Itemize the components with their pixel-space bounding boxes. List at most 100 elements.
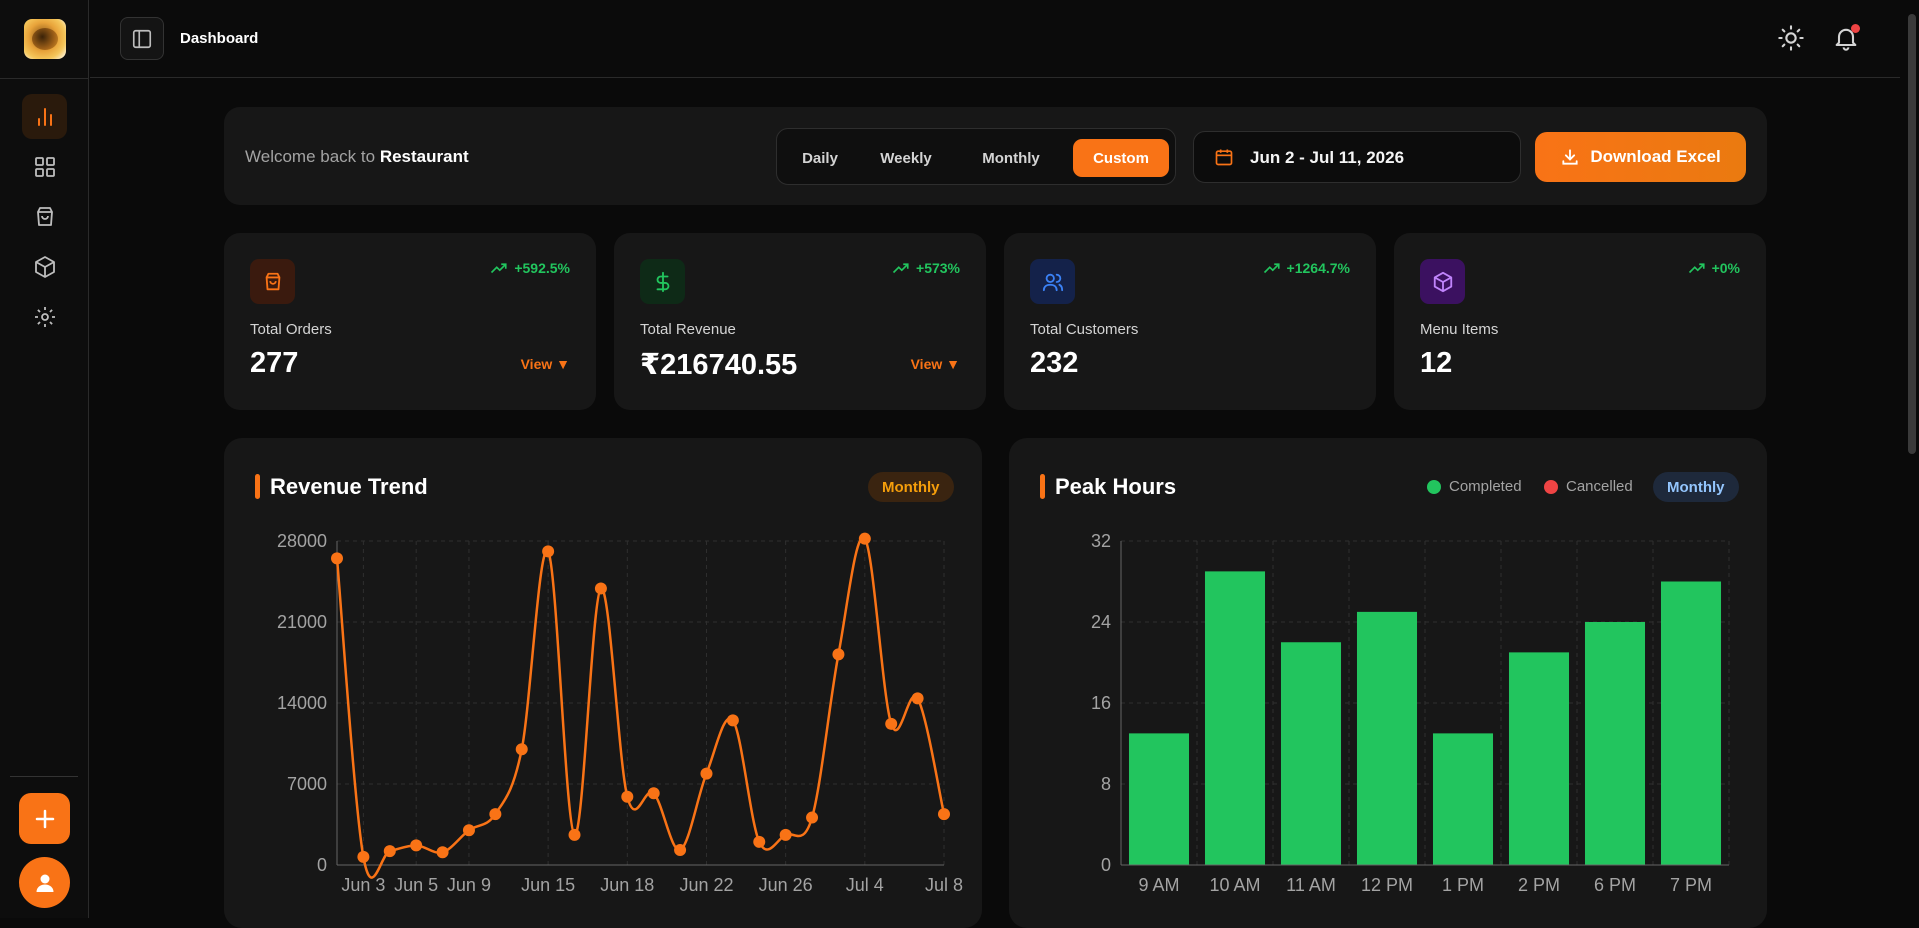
sidebar-item-dashboard[interactable] (22, 94, 67, 139)
revenue-trend-title: Revenue Trend (270, 474, 428, 499)
customers-icon-box (1030, 259, 1075, 304)
x-tick-label: 6 PM (1594, 875, 1636, 895)
dollar-icon (656, 271, 669, 292)
shopping-bag-icon (265, 272, 280, 290)
legend-cancelled: Cancelled (1544, 478, 1633, 495)
stat-card-menu-items: +0% Menu Items 12 (1394, 233, 1766, 410)
sidebar-item-categories[interactable] (22, 144, 67, 189)
x-tick-label: 7 PM (1670, 875, 1712, 895)
data-point (489, 808, 502, 821)
stat-label: Total Orders (250, 321, 332, 338)
data-point (700, 767, 713, 780)
sidebar (0, 0, 89, 918)
data-point (515, 743, 528, 756)
scrollbar[interactable] (1904, 0, 1919, 918)
period-monthly-button[interactable]: Monthly (982, 149, 1040, 167)
data-point (806, 811, 819, 824)
chart-accent-bar (255, 474, 260, 499)
revenue-line-chart: 0 7000 14000 21000 28000 Jun 3 Jun 5 Jun 9 Jun 1… (277, 531, 963, 895)
orders-icon-box (250, 259, 295, 304)
view-orders-button[interactable]: View ▼ (520, 356, 570, 372)
logo-image (32, 28, 58, 50)
stat-label: Total Revenue (640, 321, 736, 338)
bell-icon (1835, 28, 1857, 51)
y-tick-label: 16 (1091, 693, 1111, 713)
stat-value: 277 (250, 347, 299, 379)
revenue-icon-box (640, 259, 685, 304)
restaurant-name: Restaurant (379, 147, 469, 166)
download-excel-button[interactable]: Download Excel (1535, 132, 1746, 182)
period-custom-button[interactable]: Custom (1073, 139, 1169, 177)
theme-toggle-button[interactable] (1775, 22, 1807, 54)
x-tick-label: Jun 9 (447, 875, 491, 895)
top-bar: Dashboard (90, 0, 1900, 78)
plus-icon (35, 809, 54, 828)
data-point (832, 648, 845, 661)
stat-card-total-customers: +1264.7% Total Customers 232 (1004, 233, 1376, 410)
date-range-picker[interactable]: Jun 2 - Jul 11, 2026 (1193, 131, 1521, 183)
bar (1204, 571, 1266, 865)
add-button[interactable] (19, 793, 70, 844)
gear-icon (34, 306, 55, 327)
y-tick-label: 0 (317, 855, 327, 875)
sidebar-item-settings[interactable] (22, 294, 67, 339)
download-icon (1562, 149, 1578, 165)
stat-change-value: +1264.7% (1286, 260, 1350, 276)
scrollbar-thumb[interactable] (1908, 14, 1916, 454)
notification-dot (1851, 24, 1860, 33)
box-icon (1433, 271, 1452, 292)
bar (1356, 611, 1418, 865)
stat-value: 12 (1420, 347, 1453, 379)
menu-icon-box (1420, 259, 1465, 304)
period-daily-button[interactable]: Daily (802, 149, 838, 167)
data-point (568, 828, 581, 841)
download-excel-label: Download Excel (1590, 147, 1721, 166)
calendar-icon (1215, 149, 1233, 166)
period-weekly-button[interactable]: Weekly (880, 149, 932, 167)
data-point (885, 717, 898, 730)
stat-change: +1264.7% (1263, 260, 1350, 276)
data-point (621, 790, 634, 803)
users-icon (1042, 273, 1063, 291)
stat-change-value: +592.5% (514, 260, 570, 276)
stat-change-value: +573% (916, 260, 960, 276)
trending-up-icon (491, 263, 507, 274)
revenue-period-badge[interactable]: Monthly (868, 472, 954, 502)
data-point (462, 824, 475, 837)
data-point (753, 835, 766, 848)
revenue-line (335, 536, 946, 879)
date-range-text: Jun 2 - Jul 11, 2026 (1250, 148, 1405, 167)
legend-dot-cancelled (1544, 479, 1558, 494)
y-tick-label: 8 (1101, 774, 1111, 794)
view-revenue-button[interactable]: View ▼ (910, 356, 960, 372)
notifications-button[interactable] (1830, 22, 1862, 54)
welcome-card: Welcome back to Restaurant Daily Weekly … (224, 107, 1767, 205)
bar (1128, 733, 1190, 865)
y-tick-label: 0 (1101, 855, 1111, 875)
trending-up-icon (1263, 263, 1280, 274)
stat-change: +592.5% (490, 260, 570, 276)
data-point (938, 808, 950, 821)
x-tick-label: Jul 4 (846, 875, 884, 895)
sidebar-item-menu[interactable] (22, 244, 67, 289)
trending-up-icon (1688, 263, 1705, 274)
avatar[interactable] (19, 857, 70, 908)
chart-accent-bar (1040, 474, 1045, 499)
sidebar-toggle-button[interactable] (120, 17, 164, 60)
legend-dot-completed (1427, 479, 1441, 494)
sidebar-item-orders[interactable] (22, 194, 67, 239)
sidebar-toggle-icon (132, 29, 152, 48)
data-point (542, 545, 555, 558)
restaurant-logo[interactable] (24, 19, 66, 59)
stat-label: Total Customers (1030, 321, 1139, 338)
y-tick-label: 21000 (277, 612, 327, 632)
peak-period-badge[interactable]: Monthly (1653, 472, 1739, 502)
legend-completed: Completed (1427, 478, 1522, 495)
data-point (674, 843, 687, 856)
legend-label-cancelled: Cancelled (1566, 478, 1633, 495)
trending-up-icon (892, 263, 909, 274)
stat-card-total-orders: +592.5% Total Orders 277 View ▼ (224, 233, 596, 410)
data-point (726, 714, 739, 727)
bar (1508, 652, 1570, 865)
welcome-prefix: Welcome back to (245, 147, 376, 166)
